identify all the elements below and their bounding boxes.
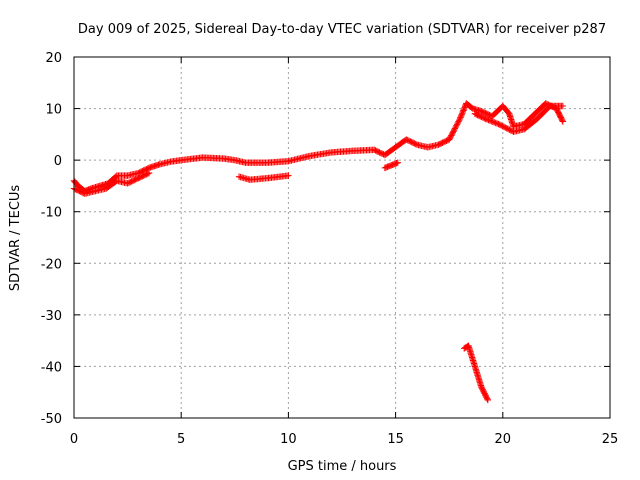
y-axis-label: SDTVAR / TECUs (8, 185, 23, 292)
data-point (481, 115, 488, 122)
data-point (482, 115, 489, 123)
y-tick-label: -10 (41, 206, 62, 221)
y-tick-label: -50 (41, 412, 62, 427)
y-tick-label: 0 (54, 154, 62, 169)
data-point (450, 128, 457, 135)
data-series (235, 172, 292, 183)
data-point (457, 112, 465, 120)
data-point (452, 123, 459, 131)
data-point (451, 126, 458, 134)
data-point (489, 118, 496, 125)
y-tick-label: -40 (41, 360, 62, 375)
data-point (446, 134, 454, 142)
data-point (485, 116, 492, 124)
data-point (498, 122, 505, 129)
plot-border (73, 56, 611, 419)
y-tick-labels: 20 10 0 -10 -20 -30 -40 -50 (41, 51, 62, 427)
data-point (451, 125, 459, 132)
data-point (506, 126, 513, 133)
data-point (500, 123, 508, 131)
x-tick-label: 20 (495, 432, 512, 447)
data-point (457, 114, 464, 121)
data-point (448, 130, 456, 138)
chart-title: Day 009 of 2025, Sidereal Day-to-day VTE… (78, 22, 606, 37)
data-point (484, 396, 491, 404)
data-points (70, 100, 567, 404)
data-point (458, 111, 465, 118)
data-point (446, 136, 453, 143)
data-point (459, 108, 467, 116)
data-point (453, 122, 460, 129)
data-point (483, 395, 491, 402)
data-point (502, 124, 509, 131)
data-point (144, 170, 151, 177)
data-point (145, 169, 153, 177)
x-tick-label: 25 (602, 432, 619, 447)
data-point (461, 104, 468, 111)
data-point (456, 115, 464, 123)
axis-ticks (73, 56, 611, 419)
data-point (507, 127, 514, 134)
grid-lines (74, 57, 610, 418)
data-series (70, 169, 153, 197)
data-point (285, 172, 292, 179)
data-point (454, 119, 461, 127)
data-point (460, 107, 467, 114)
y-tick-label: 10 (45, 103, 62, 118)
x-tick-labels: 0 5 10 15 20 25 (70, 432, 618, 447)
x-axis-label: GPS time / hours (288, 459, 397, 474)
data-point (449, 129, 456, 136)
data-point (559, 118, 567, 125)
data-point (503, 125, 510, 132)
y-tick-label: 20 (45, 51, 62, 66)
data-point (394, 159, 401, 166)
data-point (486, 117, 494, 124)
data-point (495, 120, 502, 128)
x-tick-label: 0 (70, 432, 78, 447)
data-series (381, 159, 401, 172)
y-tick-label: -20 (41, 257, 62, 272)
data-point (447, 133, 454, 140)
x-tick-label: 10 (280, 432, 297, 447)
data-point (559, 102, 567, 110)
data-point (483, 116, 491, 123)
data-point (459, 110, 466, 117)
data-point (453, 121, 461, 128)
data-point (493, 120, 501, 127)
data-series (70, 100, 567, 195)
data-point (412, 140, 419, 148)
x-tick-label: 15 (387, 432, 404, 447)
data-point (448, 132, 455, 139)
data-point (488, 117, 495, 125)
data-point (499, 122, 506, 130)
data-point (456, 117, 463, 124)
data-point (460, 105, 468, 113)
data-point (492, 119, 499, 127)
data-series (461, 342, 491, 404)
data-point (496, 121, 504, 128)
x-tick-label: 5 (177, 432, 185, 447)
data-point (455, 118, 462, 125)
data-point (558, 116, 566, 124)
data-point (504, 125, 512, 133)
y-tick-label: -30 (41, 309, 62, 324)
data-series (471, 102, 567, 135)
data-point (491, 119, 498, 126)
